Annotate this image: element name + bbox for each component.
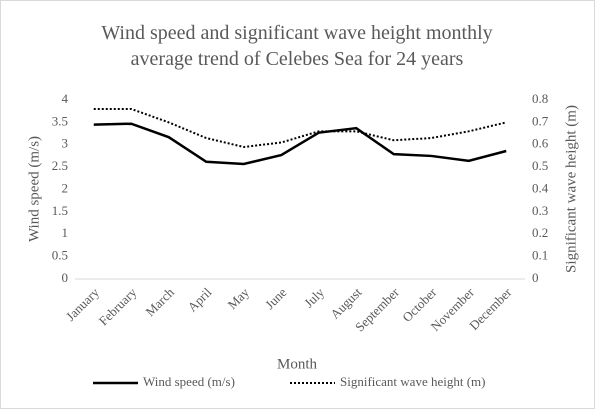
y-tick-label: 2 <box>62 180 69 195</box>
y2-tick-label: 0.4 <box>532 180 549 195</box>
y-tick-label: 3.5 <box>52 113 68 128</box>
y2-tick-label: 0.7 <box>532 113 549 128</box>
y2-tick-label: 0.5 <box>532 158 548 173</box>
series-line <box>93 122 507 166</box>
y2-tick-label: 0.1 <box>532 248 548 263</box>
y-tick-label: 1.5 <box>52 203 68 218</box>
y-tick-label: 4 <box>62 91 69 106</box>
y-tick-label: 1 <box>62 225 69 240</box>
y2-tick-label: 0.6 <box>532 136 549 151</box>
y2-tick-label: 0.2 <box>532 225 548 240</box>
chart-title: Wind speed and significant wave height m… <box>101 22 493 70</box>
y2-tick-label: 0 <box>532 270 539 285</box>
x-axis-label: Month <box>277 356 318 372</box>
y2-tick-label: 0.8 <box>532 91 548 106</box>
y2-axis-label: Significant wave height (m) <box>563 105 579 273</box>
y-tick-label: 0 <box>62 270 69 285</box>
y-tick-label: 0.5 <box>52 248 68 263</box>
y2-tick-label: 0.3 <box>532 203 548 218</box>
legend-label: Wind speed (m/s) <box>143 374 235 389</box>
y-axis-label: Wind speed (m/s) <box>26 136 42 242</box>
legend-label: Significant wave height (m) <box>340 374 486 389</box>
series-line <box>93 107 507 149</box>
y-tick-label: 2.5 <box>52 158 68 173</box>
y-tick-label: 3 <box>62 136 69 151</box>
